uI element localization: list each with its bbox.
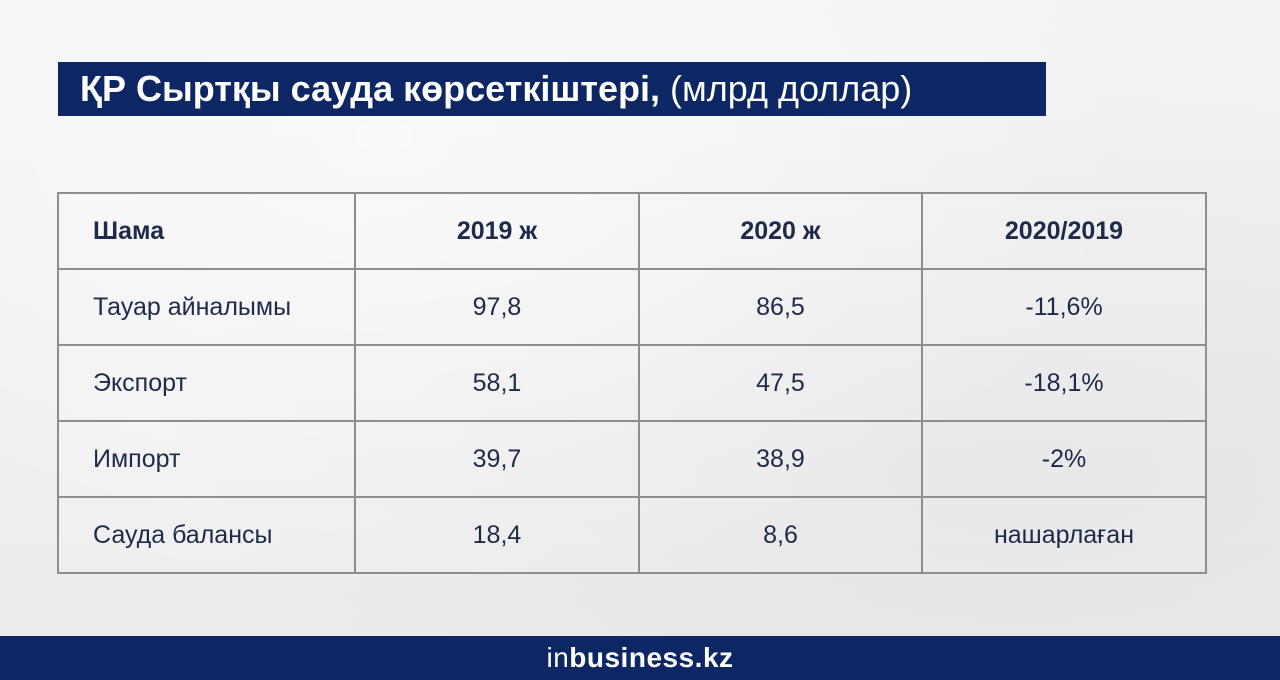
cell-change: -18,1% xyxy=(921,344,1207,422)
row-label: Экспорт xyxy=(57,344,356,422)
title-unit: (млрд доллар) xyxy=(670,68,913,109)
table-row: Экспорт 58,1 47,5 -18,1% xyxy=(57,344,1207,422)
title-main: ҚР Сыртқы сауда көрсеткіштері, xyxy=(80,68,660,109)
trade-table: Шама 2019 ж 2020 ж 2020/2019 Тауар айнал… xyxy=(57,192,1207,574)
row-label: Сауда балансы xyxy=(57,496,356,574)
cell-change: -11,6% xyxy=(921,268,1207,346)
table-row: Сауда балансы 18,4 8,6 нашарлаған xyxy=(57,496,1207,574)
cell-2020: 8,6 xyxy=(638,496,923,574)
table-row: Импорт 39,7 38,9 -2% xyxy=(57,420,1207,498)
cell-change: нашарлаған xyxy=(921,496,1207,574)
table-row: Тауар айналымы 97,8 86,5 -11,6% xyxy=(57,268,1207,346)
cell-change: -2% xyxy=(921,420,1207,498)
table-header-row: Шама 2019 ж 2020 ж 2020/2019 xyxy=(57,192,1207,270)
cell-2019: 58,1 xyxy=(354,344,640,422)
header-indicator: Шама xyxy=(57,192,356,270)
cell-2020: 47,5 xyxy=(638,344,923,422)
cell-2019: 18,4 xyxy=(354,496,640,574)
header-change: 2020/2019 xyxy=(921,192,1207,270)
inbusiness-logo: inbusiness.kz xyxy=(546,642,733,674)
row-label: Импорт xyxy=(57,420,356,498)
cell-2020: 86,5 xyxy=(638,268,923,346)
logo-main: business.kz xyxy=(569,642,734,673)
cell-2019: 39,7 xyxy=(354,420,640,498)
title-bar: ҚР Сыртқы сауда көрсеткіштері, (млрд дол… xyxy=(58,62,1046,116)
footer-bar: inbusiness.kz xyxy=(0,636,1280,680)
header-2020: 2020 ж xyxy=(638,192,923,270)
header-2019: 2019 ж xyxy=(354,192,640,270)
logo-prefix: in xyxy=(546,642,570,673)
cell-2019: 97,8 xyxy=(354,268,640,346)
row-label: Тауар айналымы xyxy=(57,268,356,346)
cell-2020: 38,9 xyxy=(638,420,923,498)
